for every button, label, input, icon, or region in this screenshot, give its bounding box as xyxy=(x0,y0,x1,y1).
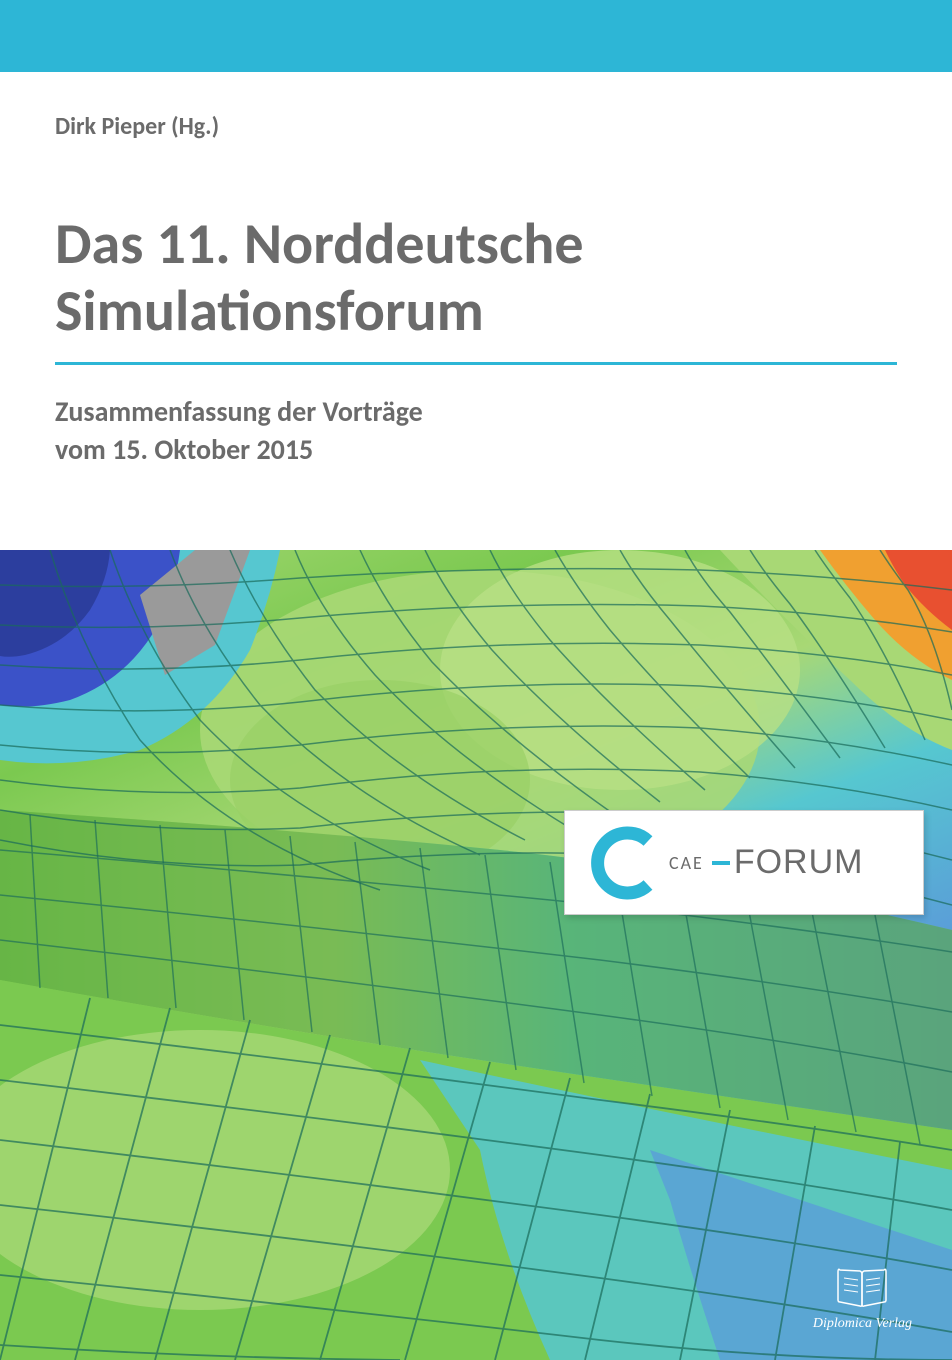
publisher-book-icon xyxy=(832,1260,892,1310)
book-subtitle: Zusammenfassung der Vorträge vom 15. Okt… xyxy=(55,393,897,469)
subtitle-line-1: Zusammenfassung der Vorträge xyxy=(55,394,423,429)
title-line-2: Simulationsforum xyxy=(55,275,484,346)
book-title: Das 11. Norddeutsche Simulationsforum xyxy=(55,211,897,344)
logo-cae-text: CAE xyxy=(669,852,704,874)
logo-dash-icon xyxy=(712,861,730,865)
publisher-logo: Diplomica Verlag xyxy=(813,1260,912,1332)
title-line-1: Das 11. Norddeutsche xyxy=(55,208,584,279)
subtitle-line-2: vom 15. Oktober 2015 xyxy=(55,432,313,467)
publisher-name: Diplomica Verlag xyxy=(813,1316,912,1332)
simulation-mesh-image xyxy=(0,550,952,1360)
header-section: Dirk Pieper (Hg.) Das 11. Norddeutsche S… xyxy=(0,72,952,499)
top-accent-bar xyxy=(0,0,952,72)
author-name: Dirk Pieper (Hg.) xyxy=(55,112,897,141)
title-divider xyxy=(55,362,897,365)
logo-c-icon xyxy=(583,823,663,903)
cae-forum-logo-box: CAE FORUM xyxy=(564,810,924,915)
logo-forum-text: FORUM xyxy=(734,843,864,882)
